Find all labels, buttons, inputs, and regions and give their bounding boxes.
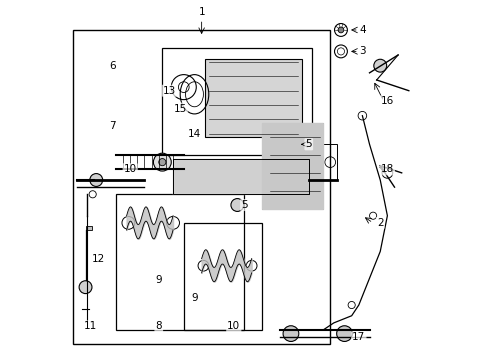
Circle shape	[230, 199, 244, 211]
Circle shape	[336, 326, 352, 342]
Bar	[262, 123, 323, 208]
Bar	[116, 194, 244, 330]
Circle shape	[283, 326, 298, 342]
Circle shape	[337, 27, 343, 33]
Text: 9: 9	[155, 275, 162, 285]
Polygon shape	[173, 158, 308, 194]
Text: 10: 10	[123, 164, 137, 174]
Polygon shape	[262, 123, 323, 208]
Text: 5: 5	[305, 139, 311, 149]
Bar	[205, 59, 301, 137]
Circle shape	[291, 138, 304, 151]
Text: 13: 13	[163, 86, 176, 96]
Circle shape	[153, 153, 171, 171]
Text: 6: 6	[109, 61, 115, 71]
Text: 17: 17	[351, 332, 365, 342]
Text: 8: 8	[155, 321, 162, 332]
Text: 16: 16	[380, 96, 393, 107]
Circle shape	[373, 59, 386, 72]
Bar	[162, 48, 312, 155]
Bar	[85, 226, 92, 230]
Circle shape	[90, 174, 102, 186]
Text: 5: 5	[241, 200, 247, 210]
Bar	[73, 30, 329, 344]
Circle shape	[79, 281, 92, 294]
Text: 12: 12	[91, 253, 104, 264]
Text: 10: 10	[227, 321, 240, 332]
Text: 11: 11	[84, 321, 97, 332]
Bar	[183, 223, 262, 330]
Text: 3: 3	[358, 46, 365, 57]
Text: 1: 1	[198, 7, 204, 17]
Text: 7: 7	[109, 121, 115, 131]
Bar	[323, 144, 337, 180]
Circle shape	[159, 158, 165, 166]
Text: 18: 18	[380, 164, 393, 174]
Text: 14: 14	[187, 129, 201, 139]
Text: 9: 9	[191, 293, 198, 303]
Text: 4: 4	[358, 25, 365, 35]
Text: 15: 15	[173, 104, 186, 113]
Text: 2: 2	[376, 218, 383, 228]
